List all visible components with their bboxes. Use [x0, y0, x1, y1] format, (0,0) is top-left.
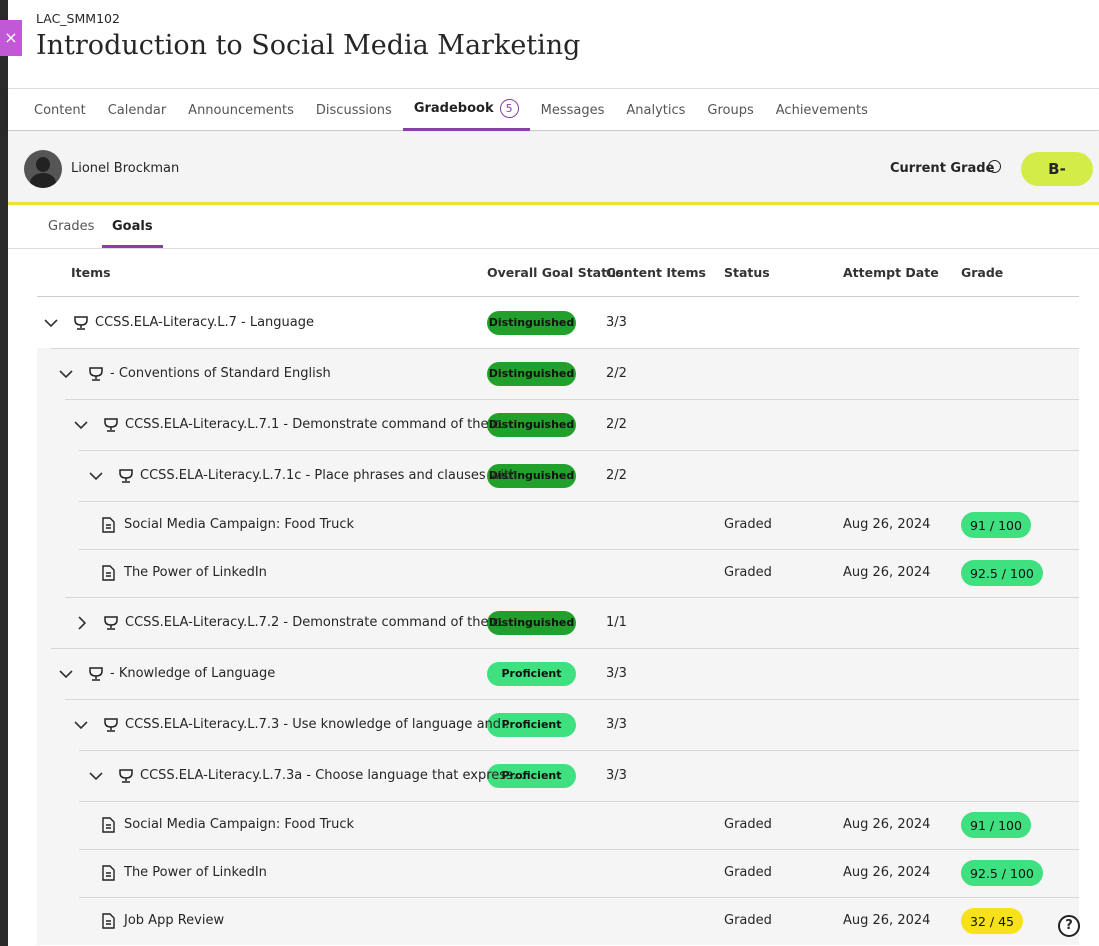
- grade-pill: 91 / 100: [961, 812, 1031, 838]
- row-rule: [79, 750, 1079, 751]
- status: Graded: [724, 517, 772, 532]
- column-header: Attempt Date: [843, 265, 939, 280]
- grade-pill: 92.5 / 100: [961, 560, 1043, 586]
- tab[interactable]: Analytics: [615, 89, 696, 131]
- content-items: 1/1: [606, 615, 627, 630]
- tab-label: Announcements: [188, 103, 294, 118]
- goal-status-badge: Distinguished: [487, 311, 576, 335]
- tab-bar: Content Calendar Announcements Discussions G…: [8, 89, 1099, 131]
- help-button[interactable]: ?: [1058, 915, 1080, 937]
- tab[interactable]: Groups: [696, 89, 764, 131]
- attempt-date: Aug 26, 2024: [843, 865, 930, 880]
- tab[interactable]: Calendar: [97, 89, 177, 131]
- tab-badge: 5: [500, 99, 519, 118]
- row-rule: [79, 849, 1079, 850]
- row-rule: [79, 549, 1079, 550]
- content-items: 2/2: [606, 417, 627, 432]
- row-rule: [65, 399, 1079, 400]
- row-rule: [51, 348, 1079, 349]
- status: Graded: [724, 865, 772, 880]
- tab[interactable]: Content: [23, 89, 97, 131]
- attempt-date: Aug 26, 2024: [843, 565, 930, 580]
- column-header: Status: [724, 265, 770, 280]
- current-grade: B-: [1021, 152, 1093, 186]
- row-title[interactable]: Social Media Campaign: Food Truck: [124, 817, 354, 832]
- content-items: 3/3: [606, 717, 627, 732]
- row-rule: [65, 699, 1079, 700]
- row-title[interactable]: CCSS.ELA-Literacy.L.7.3a - Choose langua…: [140, 768, 525, 783]
- row-rule: [79, 801, 1079, 802]
- status: Graded: [724, 817, 772, 832]
- row-title[interactable]: CCSS.ELA-Literacy.L.7.1 - Demonstrate co…: [125, 417, 512, 432]
- column-header: Grade: [961, 265, 1003, 280]
- row-rule: [51, 648, 1079, 649]
- content-items: 2/2: [606, 366, 627, 381]
- goals-table: Items Overall Goal StatusContent Items Sta…: [0, 249, 1099, 946]
- row-rule: [79, 450, 1079, 451]
- row-title[interactable]: The Power of LinkedIn: [124, 865, 267, 880]
- student-name: Lionel Brockman: [71, 161, 179, 176]
- tab-label: Discussions: [316, 103, 392, 118]
- tab[interactable]: Discussions: [305, 89, 403, 131]
- row-title[interactable]: CCSS.ELA-Literacy.L.7.2 - Demonstrate co…: [125, 615, 512, 630]
- course-title: Introduction to Social Media Marketing: [36, 30, 580, 61]
- row-title[interactable]: CCSS.ELA-Literacy.L.7 - Language: [95, 315, 314, 330]
- column-header: Items: [71, 265, 111, 280]
- current-grade-label: Current Grade: [890, 161, 994, 176]
- subtab[interactable]: Grades: [48, 205, 94, 248]
- row-rule: [79, 501, 1079, 502]
- goal-status-badge: Distinguished: [487, 362, 576, 386]
- row-title[interactable]: Social Media Campaign: Food Truck: [124, 517, 354, 532]
- row-title[interactable]: - Knowledge of Language: [110, 666, 275, 681]
- avatar: [24, 150, 62, 188]
- tab[interactable]: Achievements: [765, 89, 879, 131]
- attempt-date: Aug 26, 2024: [843, 817, 930, 832]
- content-items: 3/3: [606, 768, 627, 783]
- attempt-date: Aug 26, 2024: [843, 913, 930, 928]
- info-icon[interactable]: [988, 160, 1001, 173]
- status: Graded: [724, 565, 772, 580]
- tab[interactable]: Announcements: [177, 89, 305, 131]
- grade-pill: 92.5 / 100: [961, 860, 1043, 886]
- row-title[interactable]: CCSS.ELA-Literacy.L.7.3 - Use knowledge …: [125, 717, 513, 732]
- tab-label: Achievements: [776, 103, 868, 118]
- subtab[interactable]: Goals: [102, 205, 163, 248]
- row-rule: [79, 897, 1079, 898]
- grade-pill: 32 / 45: [961, 908, 1023, 934]
- subtab-bar: GradesGoals: [8, 205, 1099, 249]
- tab-label: Content: [34, 103, 86, 118]
- goal-status-badge: Proficient: [487, 662, 576, 686]
- row-title[interactable]: Job App Review: [124, 913, 224, 928]
- tab-label: Gradebook: [414, 101, 494, 116]
- row-title[interactable]: The Power of LinkedIn: [124, 565, 267, 580]
- status: Graded: [724, 913, 772, 928]
- attempt-date: Aug 26, 2024: [843, 517, 930, 532]
- content-items: 2/2: [606, 468, 627, 483]
- row-title[interactable]: - Conventions of Standard English: [110, 366, 331, 381]
- tab[interactable]: Gradebook 5: [403, 89, 530, 131]
- row-title[interactable]: CCSS.ELA-Literacy.L.7.1c - Place phrases…: [140, 468, 530, 483]
- grade-pill: 91 / 100: [961, 512, 1031, 538]
- tab-label: Analytics: [626, 103, 685, 118]
- content-items: 3/3: [606, 666, 627, 681]
- content-items: 3/3: [606, 315, 627, 330]
- tab-label: Messages: [541, 103, 605, 118]
- column-header: Content Items: [606, 265, 706, 280]
- column-header: Overall Goal Status: [487, 265, 623, 280]
- course-code: LAC_SMM102: [36, 11, 120, 26]
- tab-label: Groups: [707, 103, 753, 118]
- row-rule: [65, 597, 1079, 598]
- tab-label: Calendar: [108, 103, 166, 118]
- tab[interactable]: Messages: [530, 89, 616, 131]
